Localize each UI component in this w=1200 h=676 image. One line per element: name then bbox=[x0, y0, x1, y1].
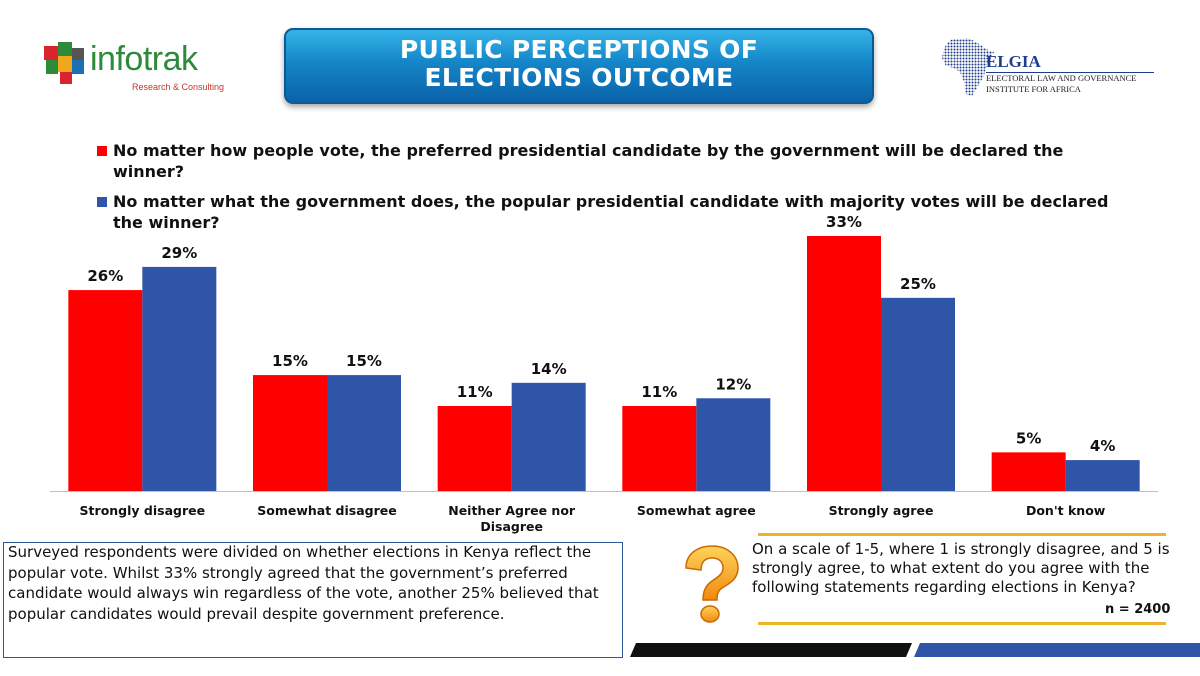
elgia-line1: ELECTORAL LAW AND GOVERNANCE bbox=[986, 73, 1137, 83]
data-label-series2-3: 12% bbox=[715, 375, 751, 393]
elgia-divider bbox=[986, 72, 1154, 73]
category-label-0: Strongly disagree bbox=[80, 503, 206, 518]
bar-series1-2 bbox=[437, 406, 512, 491]
data-label-series1-1: 15% bbox=[272, 352, 308, 370]
data-label-series2-1: 15% bbox=[346, 352, 382, 370]
elgia-name: ELGIA bbox=[986, 52, 1041, 71]
data-label-series1-2: 11% bbox=[457, 383, 493, 401]
bar-series2-3 bbox=[696, 398, 771, 491]
question-divider-bottom bbox=[758, 622, 1166, 625]
data-label-series2-0: 29% bbox=[161, 244, 197, 262]
title-banner: PUBLIC PERCEPTIONS OF ELECTIONS OUTCOME bbox=[284, 28, 874, 104]
question-text: On a scale of 1-5, where 1 is strongly d… bbox=[752, 540, 1170, 596]
category-label-5: Don't know bbox=[1026, 503, 1106, 518]
legend-label-series2: No matter what the government does, the … bbox=[113, 192, 1109, 232]
legend-swatch-blue bbox=[97, 197, 107, 207]
data-label-series1-0: 26% bbox=[87, 267, 123, 285]
data-label-series1-4: 33% bbox=[826, 213, 862, 231]
summary-text: Surveyed respondents were divided on whe… bbox=[8, 543, 599, 623]
infotrak-logo: infotrak Research & Consulting bbox=[42, 40, 232, 100]
data-label-series2-5: 4% bbox=[1090, 437, 1115, 455]
category-label-2-line2: Disagree bbox=[480, 519, 543, 534]
footer-strip-blue bbox=[914, 643, 1200, 657]
data-label-series2-4: 25% bbox=[900, 275, 936, 293]
bar-series1-3 bbox=[622, 406, 697, 491]
data-label-series1-3: 11% bbox=[641, 383, 677, 401]
infotrak-tagline: Research & Consulting bbox=[132, 82, 225, 92]
bar-series2-5 bbox=[1065, 460, 1140, 491]
elgia-logo: ELGIA ELECTORAL LAW AND GOVERNANCE INSTI… bbox=[938, 36, 1158, 100]
page-title-line2: ELECTIONS OUTCOME bbox=[424, 63, 734, 92]
category-label-2-line1: Neither Agree nor bbox=[448, 503, 576, 518]
bar-series1-4 bbox=[807, 236, 881, 491]
category-label-4: Strongly agree bbox=[829, 503, 934, 518]
bar-series1-1 bbox=[253, 375, 327, 491]
bar-series1-5 bbox=[991, 452, 1066, 491]
category-label-3: Somewhat agree bbox=[637, 503, 756, 518]
bar-series2-0 bbox=[142, 266, 217, 491]
data-label-series1-5: 5% bbox=[1016, 429, 1041, 447]
legend-swatch-red bbox=[97, 146, 107, 156]
question-divider-top bbox=[758, 533, 1166, 536]
elgia-line2: INSTITUTE FOR AFRICA bbox=[986, 84, 1081, 94]
bar-series2-1 bbox=[327, 375, 401, 491]
infotrak-wordmark: infotrak bbox=[90, 40, 198, 78]
question-mark-icon bbox=[685, 545, 739, 623]
sample-size: n = 2400 bbox=[1105, 602, 1171, 617]
summary-box: Surveyed respondents were divided on whe… bbox=[3, 542, 623, 658]
legend-item-series2: No matter what the government does, the … bbox=[97, 191, 1127, 233]
page-title-line1: PUBLIC PERCEPTIONS OF bbox=[399, 35, 759, 64]
bar-series2-2 bbox=[511, 382, 586, 491]
category-label-1: Somewhat disagree bbox=[257, 503, 396, 518]
bar-series1-0 bbox=[68, 290, 143, 491]
footer-strip-black bbox=[630, 643, 912, 657]
bar-series2-4 bbox=[881, 297, 955, 491]
africa-map-icon bbox=[942, 38, 994, 96]
footer-strip bbox=[630, 643, 1200, 657]
data-label-series2-2: 14% bbox=[531, 360, 567, 378]
legend-label-series1: No matter how people vote, the preferred… bbox=[113, 141, 1064, 181]
legend-item-series1: No matter how people vote, the preferred… bbox=[97, 140, 1127, 182]
infotrak-logo-mark bbox=[44, 42, 84, 84]
